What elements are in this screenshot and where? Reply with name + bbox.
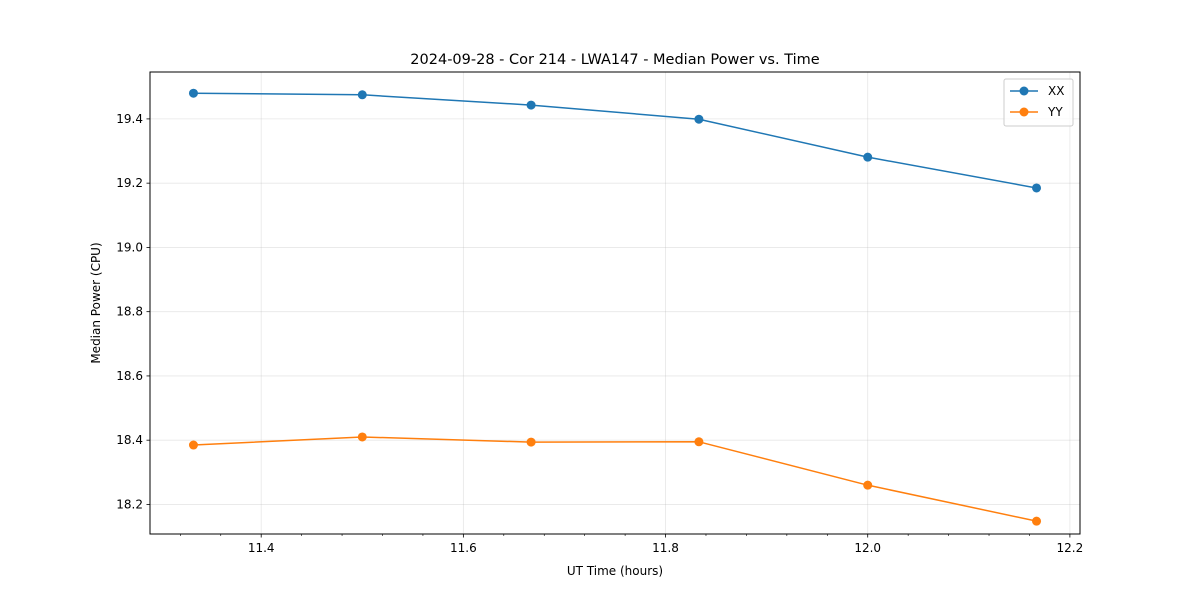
data-point-xx (357, 90, 367, 100)
data-point-xx (694, 114, 704, 124)
data-point-xx (863, 152, 873, 162)
data-point-yy (357, 432, 367, 442)
y-axis-label: Median Power (CPU) (89, 242, 103, 363)
plot-frame (149, 71, 1081, 535)
x-tick-label: 12.2 (1057, 541, 1084, 555)
legend: XX YY (1003, 78, 1074, 127)
y-tick-label: 18.6 (116, 369, 143, 383)
data-point-yy (526, 437, 536, 447)
data-point-xx (1032, 183, 1042, 193)
y-tick-label: 18.2 (116, 497, 143, 511)
data-point-yy (188, 440, 198, 450)
chart-title: 2024-09-28 - Cor 214 - LWA147 - Median P… (410, 52, 819, 68)
y-tick-label: 18.8 (116, 305, 143, 319)
axis-ticks: 11.4 11.6 11.8 12.0 12.2 18.2 18.4 18.6 18.8 19.0… (116, 112, 1083, 555)
data-point-xx (526, 100, 536, 110)
y-tick-label: 19.2 (116, 176, 143, 190)
data-point-xx (188, 88, 198, 98)
y-tick-label: 19.4 (116, 112, 143, 126)
x-tick-label: 11.8 (652, 541, 679, 555)
legend-marker-xx (1019, 86, 1029, 96)
series-line-xx (193, 92, 1037, 189)
legend-label-xx: XX (1048, 84, 1064, 98)
x-tick-label: 11.6 (450, 541, 477, 555)
plot-series (188, 88, 1042, 526)
data-point-yy (1032, 516, 1042, 526)
y-tick-label: 18.4 (116, 433, 143, 447)
x-tick-label: 11.4 (248, 541, 275, 555)
legend-marker-yy (1019, 107, 1029, 117)
series-line-yy (193, 436, 1037, 522)
grid (150, 72, 1080, 534)
y-tick-label: 19.0 (116, 240, 143, 254)
data-point-yy (863, 480, 873, 490)
x-axis-label: UT Time (hours) (567, 564, 663, 578)
data-point-yy (694, 437, 704, 447)
legend-label-yy: YY (1047, 105, 1063, 119)
x-tick-label: 12.0 (854, 541, 881, 555)
